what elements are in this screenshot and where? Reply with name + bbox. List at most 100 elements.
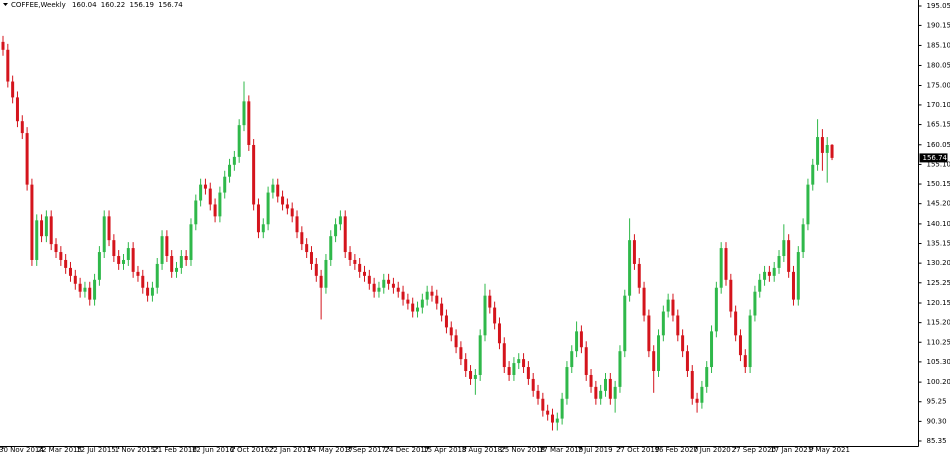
y-tick-label: 160.05 [927,141,950,149]
candle-body [801,224,805,253]
candle-body [59,252,63,260]
x-tick-label: 22 Jan 2017 [269,446,311,454]
candle-body [772,267,776,276]
y-tick-label: 190.15 [927,21,950,29]
x-tick-label: 9 May 2021 [809,446,850,454]
candle-body [348,252,352,260]
candle-body [150,287,154,296]
candle-body [54,244,58,253]
candle-body [88,287,92,300]
y-tick-label: 150.15 [927,180,950,188]
candle-body [420,299,424,308]
chart-header: COFFEE,Weekly 160.04 160.22 156.19 156.7… [11,1,183,9]
candle-body [367,275,371,284]
candle-body [377,287,381,292]
x-tick-label: 7 Jun 2020 [693,446,731,454]
candle-body [705,367,709,387]
candle-body [68,267,72,276]
candle-body [632,240,636,264]
menu-arrow [3,3,8,6]
x-tick-label: 2 Oct 2016 [230,446,269,454]
candle-body [690,371,694,399]
candle-body [618,351,622,387]
candle-body [791,271,795,300]
x-tick-label: 3 Sep 2017 [346,446,386,454]
candle-body [604,378,607,391]
candle-body [141,275,145,288]
x-tick-label: 14 May 2017 [307,446,353,454]
x-tick-label: 27 Sep 2020 [732,446,776,454]
candle-body [184,256,188,260]
candle-body [830,144,834,158]
candle-body [261,224,265,233]
candle-body [372,283,376,292]
candle-body [401,291,405,300]
candle-body [546,410,550,415]
candle-body [758,279,762,292]
candle-body [685,351,689,372]
candle-body [189,224,193,260]
candle-body [710,331,714,368]
candle-body [536,390,540,399]
candle-body [555,418,559,423]
y-tick-label: 90.30 [927,417,947,425]
candle-body [806,184,810,225]
y-tick-label: 170.10 [927,101,950,109]
candle-body [252,144,256,205]
candle-body [575,331,579,352]
candle-body [787,240,791,272]
candle-body [763,271,767,280]
candle-body [295,216,299,233]
x-tick-label: 12 Jun 2016 [192,446,235,454]
y-tick-label: 105.30 [927,358,950,366]
candle-body [25,133,29,185]
candle-body [454,335,458,348]
header-close: 156.74 [158,1,183,9]
header-open: 160.04 [72,1,97,9]
candle-body [242,101,246,126]
candle-body [11,81,15,98]
candle-body [387,279,391,284]
x-tick-label: 17 Mar 2019 [539,446,583,454]
y-tick-label: 140.10 [927,220,950,228]
candle-body [44,216,48,237]
candle-body [502,343,506,368]
candle-body [203,184,207,189]
y-tick-label: 145.20 [927,200,950,208]
candle-body [734,311,738,336]
candle-body [570,351,574,368]
header-high: 160.22 [101,1,126,9]
candle-body [35,220,39,260]
candle-body [64,259,68,268]
x-tick-label: 15 Apr 2018 [423,446,466,454]
candle-body [676,315,680,336]
candle-body [469,371,473,379]
candle-body [406,299,410,304]
candle-body [271,184,275,193]
candle-body [179,256,183,268]
candle-body [97,252,101,280]
y-tick-label: 165.15 [927,121,950,129]
candle-body [228,164,232,177]
candle-body [290,208,294,217]
y-tick-label: 110.25 [927,338,950,346]
candle-body [642,287,646,316]
candle-body [811,164,815,185]
y-tick-label: 185.10 [927,41,950,49]
candle-body [719,248,723,288]
chart-title: COFFEE,Weekly [11,1,66,9]
candle-body [126,248,130,260]
x-tick-label: 7 Jul 2019 [577,446,612,454]
candle-body [608,378,612,399]
candle-body [714,287,718,332]
candle-body [338,216,342,225]
candle-body [218,192,222,217]
candle-body [382,279,386,288]
candle-body [695,398,699,403]
candle-body [459,347,463,360]
candle-body [493,307,497,324]
candle-body [782,240,786,257]
candle-body [396,287,400,292]
candle-body [93,279,97,300]
